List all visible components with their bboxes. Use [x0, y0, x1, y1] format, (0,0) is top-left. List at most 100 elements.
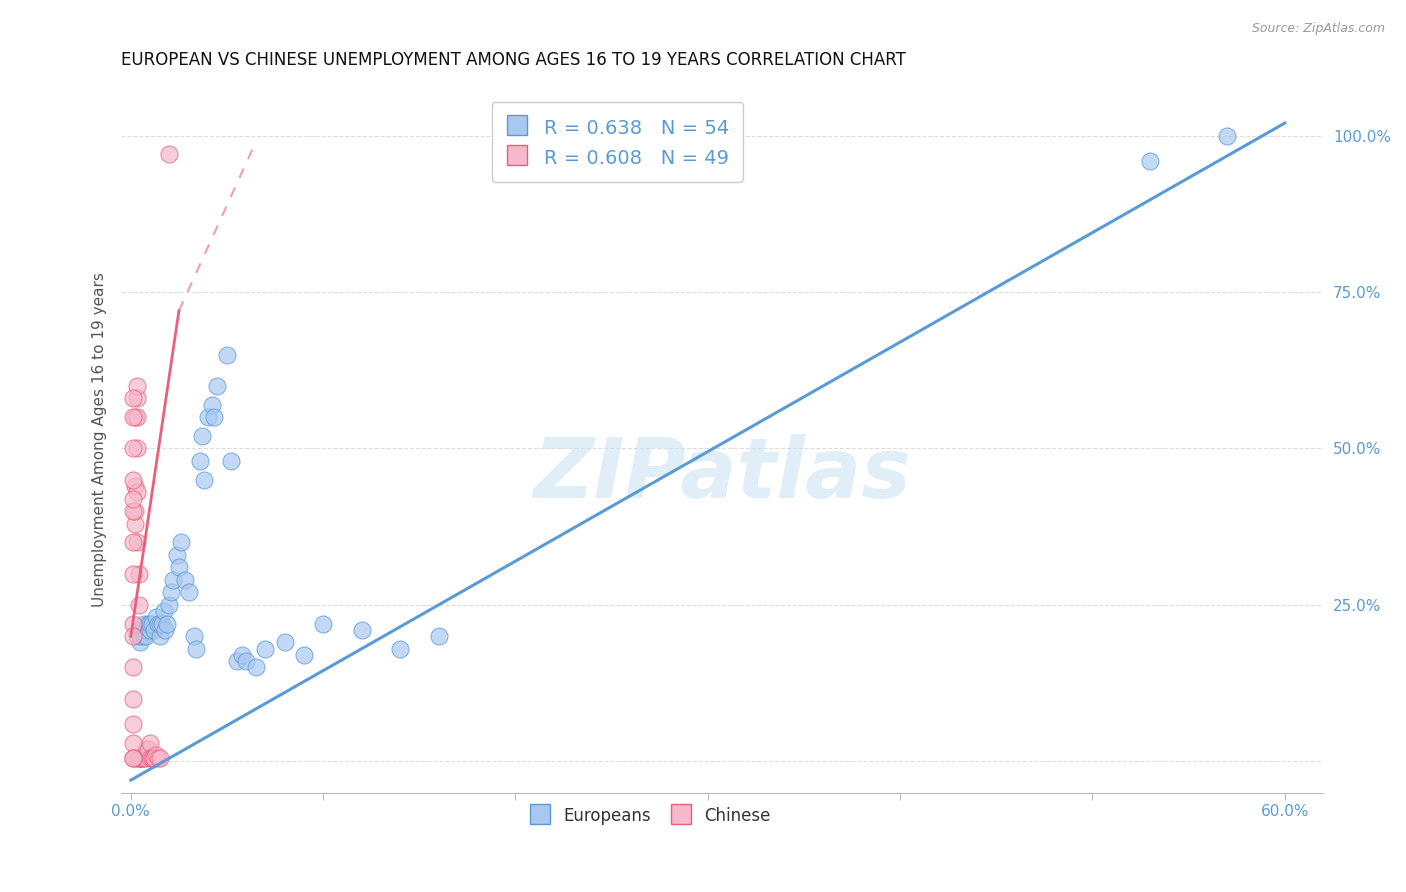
Text: EUROPEAN VS CHINESE UNEMPLOYMENT AMONG AGES 16 TO 19 YEARS CORRELATION CHART: EUROPEAN VS CHINESE UNEMPLOYMENT AMONG A…: [121, 51, 905, 69]
Point: [160, 585, 183, 599]
Point: [139, 751, 162, 765]
Point: [145, 748, 167, 763]
Point: [273, 635, 295, 649]
Point: [219, 454, 242, 468]
Point: [128, 598, 150, 612]
Point: [125, 629, 148, 643]
Point: [131, 751, 153, 765]
Point: [350, 623, 373, 637]
Point: [121, 442, 143, 456]
Point: [142, 751, 165, 765]
Point: [121, 716, 143, 731]
Point: [128, 623, 150, 637]
Point: [183, 629, 205, 643]
Point: [201, 398, 224, 412]
Text: Source: ZipAtlas.com: Source: ZipAtlas.com: [1251, 22, 1385, 36]
Point: [121, 566, 143, 581]
Point: [245, 660, 267, 674]
Point: [167, 560, 190, 574]
Point: [177, 585, 200, 599]
Point: [139, 616, 162, 631]
Point: [134, 616, 156, 631]
Point: [121, 751, 143, 765]
Point: [121, 736, 143, 750]
Point: [128, 751, 150, 765]
Point: [162, 573, 184, 587]
Point: [125, 442, 148, 456]
Point: [125, 751, 148, 765]
Point: [124, 504, 146, 518]
Point: [145, 610, 167, 624]
Point: [124, 410, 146, 425]
Point: [129, 751, 152, 765]
Point: [121, 535, 143, 549]
Point: [136, 742, 159, 756]
Point: [312, 616, 335, 631]
Point: [142, 751, 165, 765]
Point: [225, 654, 247, 668]
Point: [188, 454, 211, 468]
Point: [131, 623, 153, 637]
Point: [149, 616, 172, 631]
Point: [152, 604, 174, 618]
Point: [121, 392, 143, 406]
Point: [125, 410, 148, 425]
Point: [121, 691, 143, 706]
Point: [197, 410, 219, 425]
Point: [135, 751, 157, 765]
Legend: Europeans, Chinese: Europeans, Chinese: [522, 798, 779, 834]
Point: [129, 629, 152, 643]
Point: [186, 641, 208, 656]
Point: [389, 641, 412, 656]
Point: [170, 535, 193, 549]
Point: [149, 751, 172, 765]
Point: [141, 751, 163, 765]
Point: [125, 485, 148, 500]
Point: [292, 648, 315, 662]
Point: [141, 751, 163, 765]
Point: [128, 566, 150, 581]
Point: [134, 751, 156, 765]
Point: [124, 751, 146, 765]
Point: [202, 410, 225, 425]
Point: [142, 623, 165, 637]
Point: [125, 379, 148, 393]
Point: [121, 616, 143, 631]
Point: [124, 516, 146, 531]
Point: [254, 641, 277, 656]
Point: [1139, 153, 1161, 168]
Point: [149, 629, 172, 643]
Point: [121, 660, 143, 674]
Point: [141, 616, 163, 631]
Text: ZIPatlas: ZIPatlas: [533, 434, 911, 515]
Point: [121, 410, 143, 425]
Point: [150, 616, 173, 631]
Point: [135, 623, 157, 637]
Point: [191, 429, 214, 443]
Point: [121, 491, 143, 506]
Point: [121, 751, 143, 765]
Point: [1216, 128, 1239, 143]
Point: [157, 598, 180, 612]
Point: [125, 535, 148, 549]
Point: [139, 736, 162, 750]
Point: [155, 623, 177, 637]
Y-axis label: Unemployment Among Ages 16 to 19 years: Unemployment Among Ages 16 to 19 years: [93, 272, 107, 607]
Point: [139, 623, 162, 637]
Point: [129, 635, 152, 649]
Point: [136, 616, 159, 631]
Point: [427, 629, 450, 643]
Point: [156, 616, 179, 631]
Point: [146, 751, 169, 765]
Point: [134, 629, 156, 643]
Point: [231, 648, 253, 662]
Point: [193, 473, 215, 487]
Point: [135, 742, 157, 756]
Point: [166, 548, 188, 562]
Point: [215, 348, 238, 362]
Point: [207, 379, 229, 393]
Point: [146, 616, 169, 631]
Point: [121, 473, 143, 487]
Point: [124, 479, 146, 493]
Point: [131, 751, 153, 765]
